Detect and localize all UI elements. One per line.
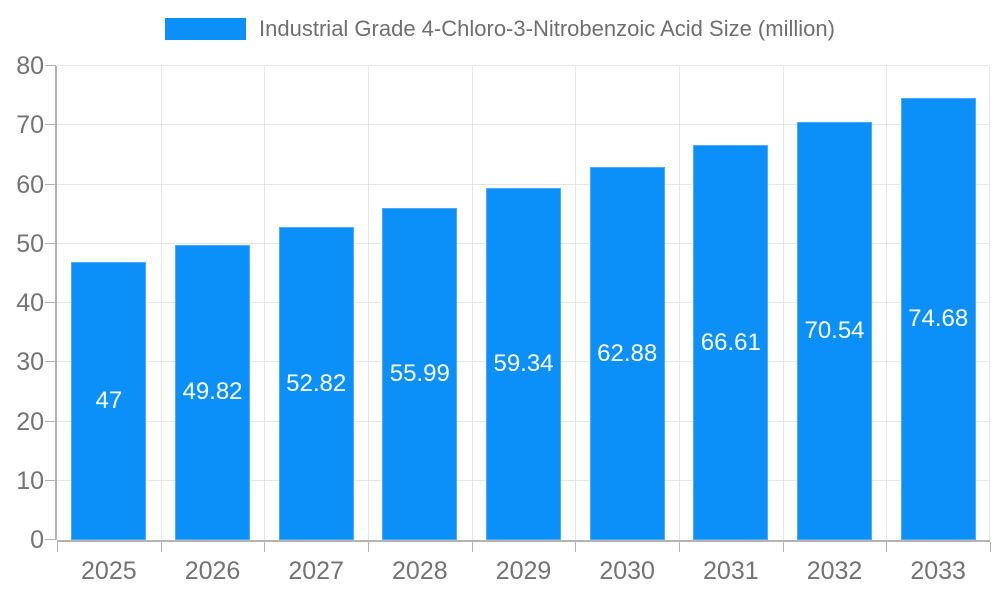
y-axis-tick-label: 40 <box>16 289 44 317</box>
gridline-horizontal <box>57 124 990 126</box>
bar-value-label: 52.82 <box>286 369 347 397</box>
gridline-horizontal <box>57 65 990 66</box>
bar-value-label: 55.99 <box>389 360 450 388</box>
bar-2025[interactable]: 47 <box>71 261 147 540</box>
legend-label: Industrial Grade 4-Chloro-3-Nitrobenzoic… <box>259 16 835 41</box>
x-axis-line <box>57 540 990 542</box>
y-axis-tick-label: 80 <box>16 52 44 80</box>
y-axis-tick-label: 60 <box>16 170 44 199</box>
x-axis-tick-label: 2031 <box>703 557 759 585</box>
x-axis-tick <box>57 542 58 552</box>
bar-value-label: 62.88 <box>597 339 658 367</box>
y-axis-tick <box>45 302 56 303</box>
y-axis-tick-label: 20 <box>16 407 44 436</box>
y-axis-tick-label: 50 <box>16 229 44 258</box>
x-axis-tick <box>575 542 577 552</box>
y-axis-tick <box>45 420 56 422</box>
x-axis-tick-label: 2026 <box>184 557 241 585</box>
gridline-vertical <box>886 66 888 540</box>
bar-2029[interactable]: 59.34 <box>486 188 561 540</box>
y-axis-tick-label: 10 <box>16 466 44 495</box>
x-axis-tick-label: 2029 <box>495 557 552 585</box>
gridline-vertical <box>368 66 369 540</box>
bar-2026[interactable]: 49.82 <box>175 244 250 540</box>
gridline-vertical <box>989 66 990 540</box>
y-axis-tick-label: 30 <box>16 348 44 377</box>
bar-value-label: 74.68 <box>908 304 969 332</box>
x-axis-tick <box>471 542 473 552</box>
y-axis-tick <box>45 124 56 126</box>
x-axis-tick <box>160 542 162 552</box>
legend-swatch <box>165 18 247 40</box>
bar-value-label: 47 <box>95 386 123 414</box>
x-axis-tick <box>782 542 784 552</box>
x-axis-tick-label: 2028 <box>392 557 448 585</box>
bar-2032[interactable]: 70.54 <box>797 122 872 540</box>
bar-2027[interactable]: 52.82 <box>278 227 354 540</box>
bar-value-label: 70.54 <box>804 317 865 345</box>
y-axis-tick-label: 70 <box>16 111 44 140</box>
bar-2033[interactable]: 74.68 <box>900 97 976 540</box>
x-axis-tick-label: 2033 <box>910 557 966 585</box>
bar-value-label: 66.61 <box>700 328 761 356</box>
bar-value-label: 59.34 <box>493 350 554 378</box>
y-axis-tick <box>45 65 56 66</box>
gridline-vertical <box>575 66 577 540</box>
x-axis-tick-label: 2027 <box>288 557 344 585</box>
bar-2031[interactable]: 66.61 <box>693 145 769 540</box>
y-axis-tick <box>45 361 56 363</box>
x-axis-tick-label: 2030 <box>599 557 655 585</box>
gridline-horizontal <box>57 183 990 185</box>
legend-item[interactable]: Industrial Grade 4-Chloro-3-Nitrobenzoic… <box>0 15 1000 43</box>
x-axis-tick-label: 2025 <box>81 557 137 585</box>
y-axis-tick <box>45 539 56 540</box>
gridline-vertical <box>264 66 266 540</box>
x-axis-tick <box>368 542 369 552</box>
gridline-vertical <box>679 66 680 540</box>
y-axis-tick <box>45 479 56 481</box>
x-axis-tick <box>679 542 680 552</box>
x-axis-tick-label: 2032 <box>806 557 863 585</box>
gridline-vertical <box>471 66 473 540</box>
x-axis-tick <box>990 542 991 552</box>
bar-value-label: 49.82 <box>182 378 243 406</box>
y-axis-tick-label: 0 <box>30 526 44 554</box>
bar-2028[interactable]: 55.99 <box>382 208 458 540</box>
x-axis-tick <box>886 542 888 552</box>
y-axis-line <box>55 66 57 540</box>
y-axis-tick <box>45 242 56 244</box>
bar-2030[interactable]: 62.88 <box>589 167 665 540</box>
plot-area: 47 49.82 52.82 55.99 59.34 62.88 66.61 70.54 74.… <box>57 65 990 540</box>
gridline-vertical <box>160 66 162 540</box>
y-axis-tick <box>45 183 56 185</box>
gridline-vertical <box>782 66 784 540</box>
x-axis-tick <box>264 542 266 552</box>
